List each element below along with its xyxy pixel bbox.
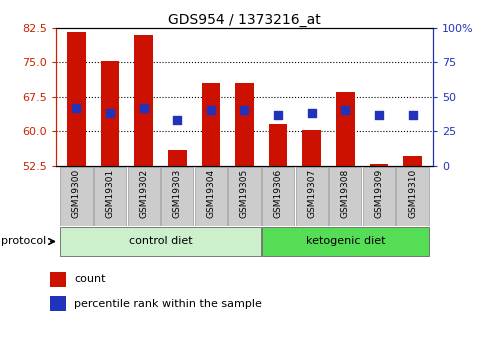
Point	[173, 117, 181, 122]
Bar	[403, 156, 421, 166]
Point	[341, 108, 348, 113]
Bar	[134, 36, 153, 166]
Point	[106, 110, 114, 116]
Point	[408, 112, 416, 118]
Bar	[328, 167, 361, 226]
Text: count: count	[74, 275, 105, 284]
Text: percentile rank within the sample: percentile rank within the sample	[74, 299, 262, 308]
Bar	[262, 227, 428, 256]
Bar	[50, 272, 66, 287]
Point	[206, 108, 214, 113]
Text: control diet: control diet	[128, 237, 192, 246]
Text: GSM19307: GSM19307	[306, 169, 316, 218]
Text: GSM19300: GSM19300	[72, 169, 81, 218]
Text: GSM19308: GSM19308	[340, 169, 349, 218]
Bar	[362, 167, 394, 226]
Bar	[396, 167, 428, 226]
Text: GSM19305: GSM19305	[240, 169, 248, 218]
Bar	[101, 61, 119, 166]
Point	[140, 105, 147, 111]
Point	[374, 112, 382, 118]
Point	[274, 112, 282, 118]
Text: GSM19301: GSM19301	[105, 169, 114, 218]
Text: GSM19303: GSM19303	[172, 169, 182, 218]
Bar	[262, 167, 294, 226]
Bar	[201, 83, 220, 166]
Bar	[194, 167, 226, 226]
Text: protocol: protocol	[1, 237, 46, 246]
Point	[240, 108, 248, 113]
Bar	[60, 167, 92, 226]
Bar	[60, 227, 260, 256]
Bar	[127, 167, 160, 226]
Bar	[161, 167, 193, 226]
Bar	[369, 164, 387, 166]
Bar	[268, 124, 287, 166]
Text: GSM19306: GSM19306	[273, 169, 282, 218]
Text: GSM19309: GSM19309	[374, 169, 383, 218]
Point	[72, 105, 80, 111]
Bar	[168, 150, 186, 166]
Text: GSM19304: GSM19304	[206, 169, 215, 218]
Bar	[295, 167, 327, 226]
Point	[307, 110, 315, 116]
Bar	[94, 167, 126, 226]
Bar	[67, 32, 85, 166]
Text: GSM19310: GSM19310	[407, 169, 416, 218]
Title: GDS954 / 1373216_at: GDS954 / 1373216_at	[168, 12, 320, 27]
Bar	[228, 167, 260, 226]
Text: ketogenic diet: ketogenic diet	[305, 237, 385, 246]
Bar	[50, 296, 66, 311]
Text: GSM19302: GSM19302	[139, 169, 148, 218]
Bar	[235, 83, 253, 166]
Bar	[335, 92, 354, 166]
Bar	[302, 130, 320, 166]
